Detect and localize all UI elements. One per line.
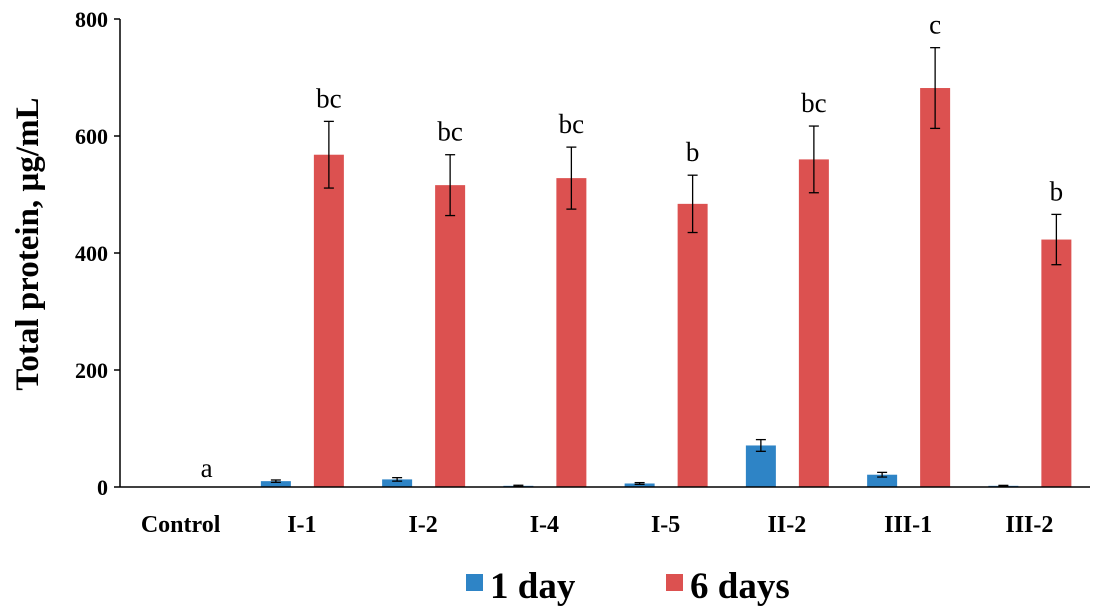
bar-III-1-6-days [920, 88, 951, 487]
bar-I-5-1-day [624, 483, 655, 487]
x-category-label: II-2 [768, 512, 807, 538]
y-tick-label: 400 [75, 241, 108, 266]
x-category-label: I-2 [408, 512, 437, 538]
bar-I-2-1-day [382, 479, 413, 487]
legend-label: 1 day [490, 566, 576, 607]
significance-letter: bc [801, 88, 827, 118]
significance-letter: bc [437, 117, 463, 147]
x-category-label: Control [141, 512, 221, 538]
legend: 1 day 6 days [466, 566, 790, 607]
x-category-label: III-1 [884, 512, 932, 538]
y-axis-ticks: 0 200 400 600 800 [75, 7, 120, 500]
significance-annotations: a bc bc bc b bc c b [201, 10, 1063, 483]
y-tick-label: 200 [75, 358, 108, 383]
axes [119, 19, 1090, 488]
y-tick-label: 800 [75, 7, 108, 32]
bar-I-1-1-day [260, 481, 291, 487]
significance-letter: b [686, 137, 700, 167]
legend-swatch [666, 574, 683, 591]
bars [260, 88, 1072, 488]
significance-letter: a [201, 453, 213, 483]
bar-III-2-6-days [1041, 239, 1072, 487]
bar-II-2-1-day [745, 445, 776, 487]
significance-letter: c [929, 10, 941, 40]
error-bars [270, 47, 1062, 488]
significance-letter: bc [559, 109, 585, 139]
bar-I-2-6-days [435, 185, 466, 487]
y-tick-label: 600 [75, 124, 108, 149]
legend-label: 6 days [690, 566, 790, 607]
y-tick-label: 0 [97, 475, 108, 500]
bar-I-4-6-days [556, 178, 587, 487]
legend-swatch [466, 574, 483, 591]
x-category-label: III-2 [1005, 512, 1053, 538]
significance-letter: b [1050, 176, 1064, 206]
bar-I-5-6-days [677, 203, 708, 488]
significance-letter: bc [316, 83, 342, 113]
bar-II-2-6-days [798, 159, 829, 487]
x-category-label: I-5 [651, 512, 680, 538]
bar-III-1-1-day [867, 474, 898, 487]
x-category-label: I-4 [530, 512, 559, 538]
bar-I-1-6-days [313, 154, 344, 487]
category-labels: Control I-1 I-2 I-4 I-5 II-2 III-1 III-2 [141, 512, 1054, 538]
x-category-label: I-1 [287, 512, 316, 538]
y-axis-title: Total protein, µg/mL [10, 97, 46, 390]
